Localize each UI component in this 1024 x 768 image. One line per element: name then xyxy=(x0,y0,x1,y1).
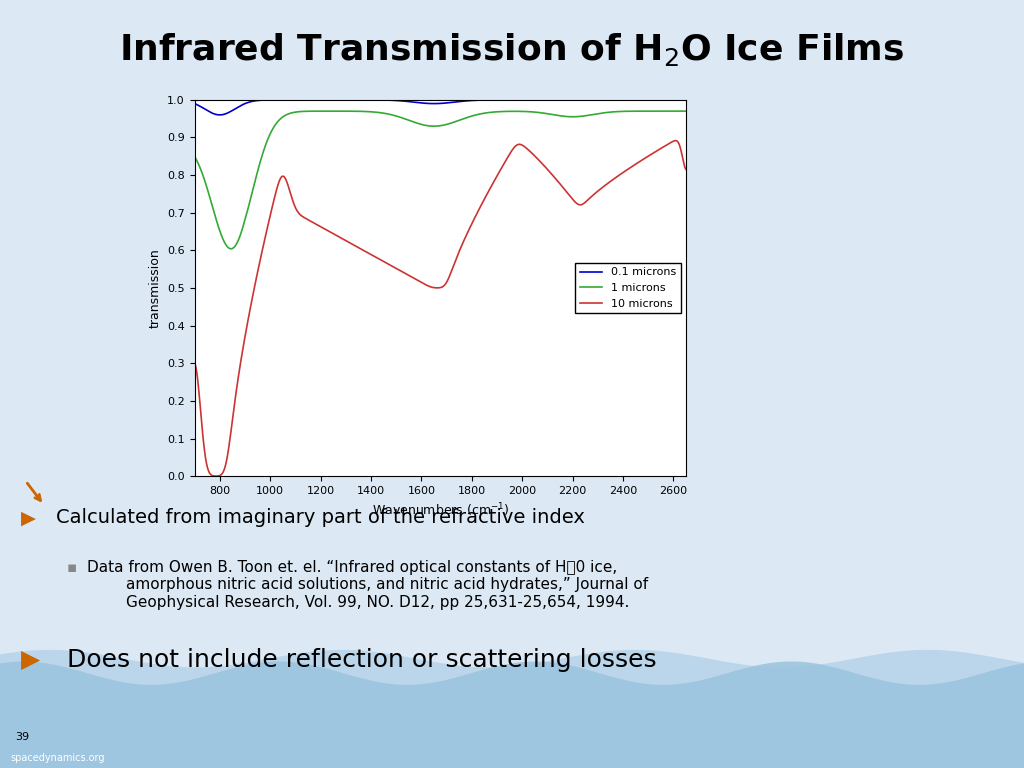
Text: ▶: ▶ xyxy=(20,508,36,528)
0.1 microns xyxy=(239,99,251,108)
10 microns xyxy=(188,359,201,368)
X-axis label: Wavenumbers (cm$^{-1}$): Wavenumbers (cm$^{-1}$) xyxy=(372,502,509,519)
1 microns xyxy=(225,244,238,253)
0.1 microns xyxy=(581,95,593,104)
Text: Infrared Transmission of H$_2$O Ice Films: Infrared Transmission of H$_2$O Ice Film… xyxy=(120,31,904,68)
1 microns xyxy=(680,107,692,116)
0.1 microns xyxy=(592,95,604,104)
10 microns xyxy=(581,196,593,205)
1 microns xyxy=(239,214,251,223)
Text: 39: 39 xyxy=(15,732,30,742)
10 microns xyxy=(572,200,585,209)
10 microns xyxy=(680,165,692,174)
Text: Data from Owen B. Toon et. el. “Infrared optical constants of H0 ice,
        a: Data from Owen B. Toon et. el. “Infrared… xyxy=(87,560,648,610)
0.1 microns xyxy=(526,95,539,104)
1 microns xyxy=(406,117,418,126)
0.1 microns xyxy=(388,96,400,105)
Line: 10 microns: 10 microns xyxy=(195,141,686,476)
Line: 0.1 microns: 0.1 microns xyxy=(195,100,686,115)
Polygon shape xyxy=(0,661,1024,768)
10 microns xyxy=(239,331,251,340)
Text: Calculated from imaginary part of the refractive index: Calculated from imaginary part of the re… xyxy=(56,508,585,528)
Text: ▶: ▶ xyxy=(20,648,40,672)
Text: spacedynamics.org: spacedynamics.org xyxy=(10,753,104,763)
10 microns xyxy=(526,149,539,158)
1 microns xyxy=(526,108,539,117)
Polygon shape xyxy=(0,650,1024,768)
Legend: 0.1 microns, 1 microns, 10 microns: 0.1 microns, 1 microns, 10 microns xyxy=(575,263,681,313)
1 microns xyxy=(188,152,201,161)
1 microns xyxy=(581,111,593,120)
Text: Does not include reflection or scattering losses: Does not include reflection or scatterin… xyxy=(67,648,656,672)
0.1 microns xyxy=(214,111,226,120)
0.1 microns xyxy=(572,95,585,104)
Text: ▪: ▪ xyxy=(67,560,77,575)
10 microns xyxy=(388,263,400,272)
Y-axis label: transmission: transmission xyxy=(148,248,162,328)
0.1 microns xyxy=(680,95,692,104)
0.1 microns xyxy=(188,99,201,108)
10 microns xyxy=(670,136,682,145)
0.1 microns xyxy=(406,98,418,107)
10 microns xyxy=(210,472,222,481)
10 microns xyxy=(406,273,418,282)
1 microns xyxy=(388,111,400,120)
1 microns xyxy=(572,112,585,121)
Line: 1 microns: 1 microns xyxy=(195,111,686,249)
